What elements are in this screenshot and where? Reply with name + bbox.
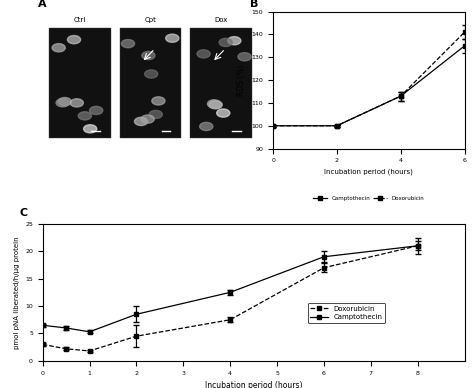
- Circle shape: [58, 97, 72, 106]
- Bar: [49, 28, 111, 138]
- Text: Cpt: Cpt: [145, 17, 156, 23]
- Circle shape: [142, 51, 155, 60]
- Circle shape: [152, 97, 165, 105]
- Text: A: A: [38, 0, 47, 9]
- Legend: Doxorubicin, Camptothecin: Doxorubicin, Camptothecin: [308, 303, 385, 323]
- Circle shape: [149, 110, 162, 119]
- Y-axis label: pmol pNA liberated/h/μg protein: pmol pNA liberated/h/μg protein: [13, 236, 19, 349]
- Text: C: C: [19, 208, 27, 218]
- Bar: [120, 28, 182, 138]
- Text: Ctrl: Ctrl: [74, 17, 86, 23]
- Circle shape: [70, 99, 83, 107]
- Circle shape: [90, 106, 103, 114]
- Circle shape: [209, 100, 222, 109]
- Circle shape: [67, 36, 81, 44]
- Circle shape: [78, 112, 91, 120]
- Circle shape: [228, 36, 241, 45]
- Circle shape: [219, 38, 232, 47]
- Circle shape: [135, 117, 148, 126]
- Circle shape: [145, 70, 158, 78]
- X-axis label: Incubation period (hours): Incubation period (hours): [205, 381, 302, 388]
- Text: Dox: Dox: [214, 17, 228, 23]
- Legend: Camptothecin, Doxorubicin: Camptothecin, Doxorubicin: [311, 194, 427, 203]
- Circle shape: [197, 50, 210, 58]
- Circle shape: [52, 43, 65, 52]
- Circle shape: [208, 100, 220, 108]
- Text: B: B: [250, 0, 258, 9]
- Circle shape: [56, 99, 69, 107]
- Circle shape: [121, 40, 135, 48]
- Circle shape: [83, 125, 97, 133]
- Y-axis label: ROS (%): ROS (%): [237, 64, 246, 96]
- Bar: [190, 28, 252, 138]
- Circle shape: [238, 53, 251, 61]
- X-axis label: Incubation period (hours): Incubation period (hours): [324, 169, 413, 175]
- Circle shape: [141, 115, 154, 123]
- Circle shape: [200, 122, 213, 130]
- Circle shape: [166, 34, 179, 42]
- Circle shape: [217, 109, 230, 117]
